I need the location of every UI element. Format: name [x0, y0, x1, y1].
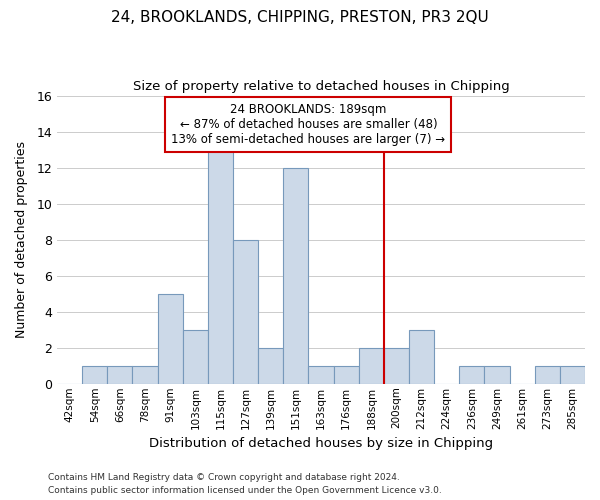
Bar [535, 366, 560, 384]
Bar [560, 366, 585, 384]
Text: 24, BROOKLANDS, CHIPPING, PRESTON, PR3 2QU: 24, BROOKLANDS, CHIPPING, PRESTON, PR3 2… [111, 10, 489, 25]
Bar [308, 366, 334, 384]
X-axis label: Distribution of detached houses by size in Chipping: Distribution of detached houses by size … [149, 437, 493, 450]
Bar [107, 366, 133, 384]
Bar [409, 330, 434, 384]
Bar [334, 366, 359, 384]
Bar [133, 366, 158, 384]
Y-axis label: Number of detached properties: Number of detached properties [15, 141, 28, 338]
Bar [258, 348, 283, 384]
Bar [384, 348, 409, 384]
Bar [158, 294, 183, 384]
Bar [484, 366, 509, 384]
Bar [233, 240, 258, 384]
Bar [460, 366, 484, 384]
Bar [183, 330, 208, 384]
Text: Contains HM Land Registry data © Crown copyright and database right 2024.
Contai: Contains HM Land Registry data © Crown c… [48, 474, 442, 495]
Bar [359, 348, 384, 384]
Bar [82, 366, 107, 384]
Text: 24 BROOKLANDS: 189sqm
← 87% of detached houses are smaller (48)
13% of semi-deta: 24 BROOKLANDS: 189sqm ← 87% of detached … [172, 103, 446, 146]
Title: Size of property relative to detached houses in Chipping: Size of property relative to detached ho… [133, 80, 509, 93]
Bar [208, 150, 233, 384]
Bar [283, 168, 308, 384]
